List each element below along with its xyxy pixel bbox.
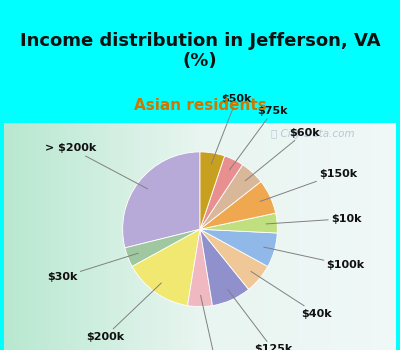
Wedge shape bbox=[125, 229, 200, 266]
Text: $30k: $30k bbox=[47, 253, 138, 282]
Text: > $200k: > $200k bbox=[45, 143, 148, 189]
Text: $20k: $20k bbox=[200, 295, 230, 350]
Wedge shape bbox=[200, 165, 261, 229]
Wedge shape bbox=[188, 229, 212, 307]
Text: $200k: $200k bbox=[86, 283, 161, 342]
Wedge shape bbox=[200, 213, 277, 233]
Text: $150k: $150k bbox=[260, 169, 357, 202]
Text: $125k: $125k bbox=[228, 289, 292, 350]
Wedge shape bbox=[200, 152, 225, 229]
Wedge shape bbox=[200, 182, 276, 229]
Text: $100k: $100k bbox=[264, 247, 365, 270]
Wedge shape bbox=[200, 156, 242, 229]
Wedge shape bbox=[123, 152, 200, 248]
Text: $75k: $75k bbox=[230, 106, 288, 170]
Text: $40k: $40k bbox=[251, 272, 332, 318]
Text: $10k: $10k bbox=[266, 214, 362, 224]
Text: Asian residents: Asian residents bbox=[134, 98, 266, 113]
Wedge shape bbox=[200, 229, 268, 289]
Wedge shape bbox=[200, 229, 277, 266]
Text: ⓘ City-Data.com: ⓘ City-Data.com bbox=[270, 130, 354, 139]
Wedge shape bbox=[132, 229, 200, 306]
Wedge shape bbox=[200, 229, 249, 306]
Text: $50k: $50k bbox=[211, 94, 252, 164]
Text: $60k: $60k bbox=[245, 128, 320, 181]
Text: Income distribution in Jefferson, VA
(%): Income distribution in Jefferson, VA (%) bbox=[20, 32, 380, 70]
